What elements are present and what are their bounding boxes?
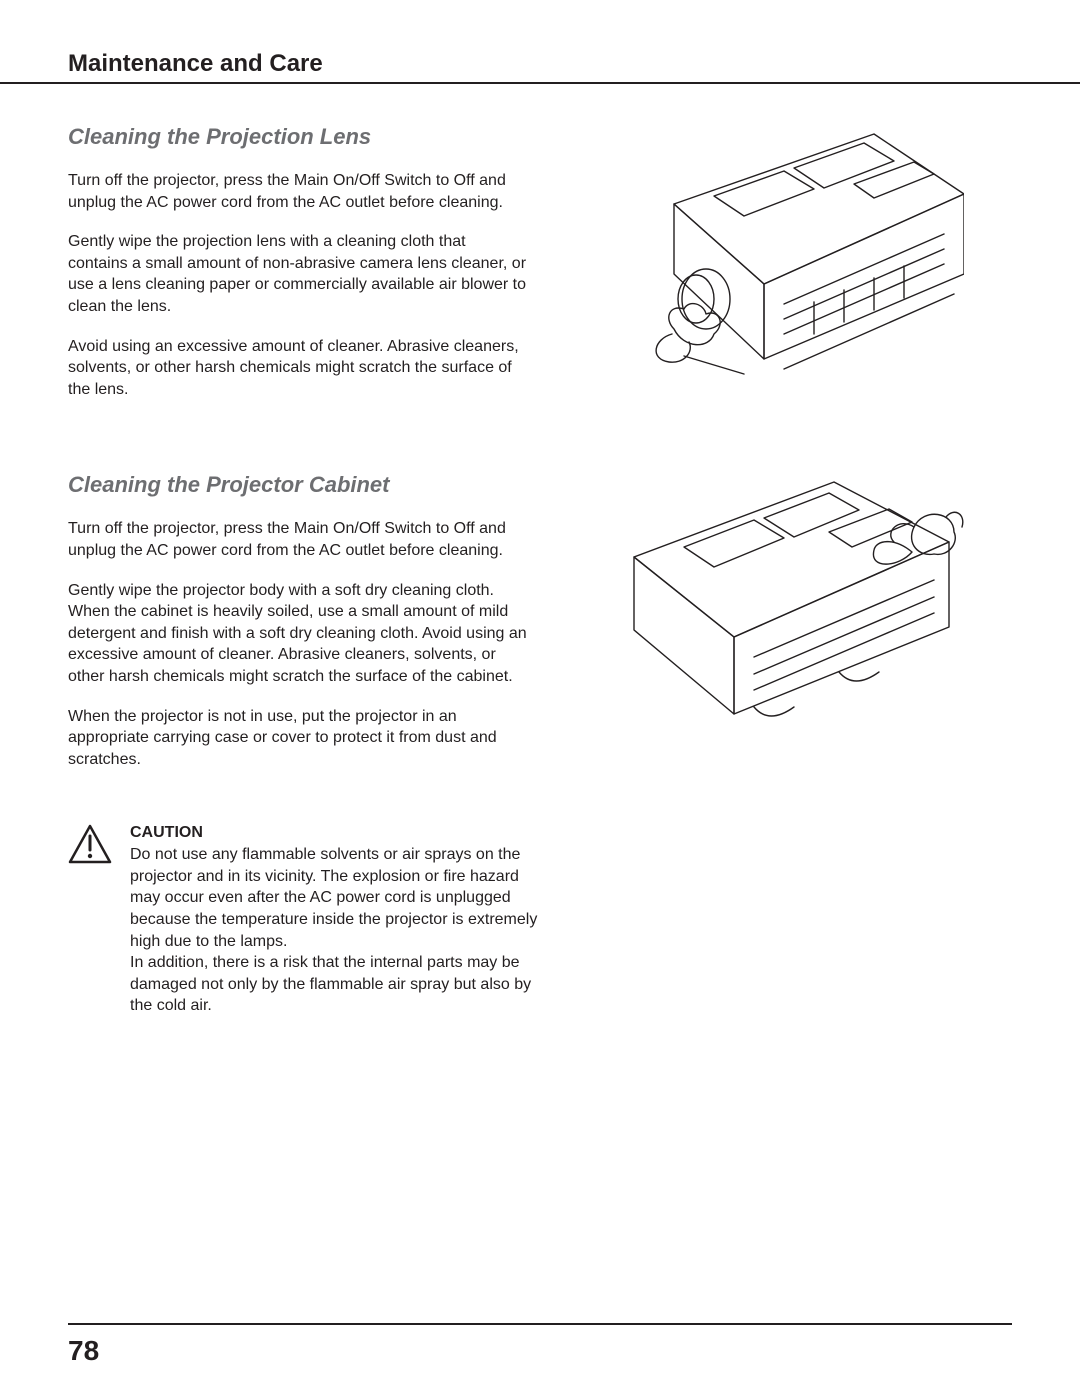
page-number: 78	[68, 1335, 99, 1367]
header-rule	[0, 82, 1080, 84]
caution-heading: CAUTION	[130, 824, 538, 842]
lens-p2: Gently wipe the projection lens with a c…	[68, 231, 528, 317]
caution-block: CAUTION Do not use any flammable solvent…	[68, 824, 538, 1017]
section-cabinet-text: Cleaning the Projector Cabinet Turn off …	[68, 472, 528, 788]
section-lens-text: Cleaning the Projection Lens Turn off th…	[68, 124, 528, 418]
caution-p2: In addition, there is a risk that the in…	[130, 952, 538, 1017]
cabinet-heading: Cleaning the Projector Cabinet	[68, 472, 528, 498]
lens-p3: Avoid using an excessive amount of clean…	[68, 336, 528, 401]
caution-p1: Do not use any flammable solvents or air…	[130, 844, 538, 952]
footer-rule	[68, 1323, 1012, 1325]
caution-text-block: CAUTION Do not use any flammable solvent…	[130, 824, 538, 1017]
section-lens: Cleaning the Projection Lens Turn off th…	[68, 124, 1012, 418]
projector-lens-icon	[614, 124, 964, 384]
lens-heading: Cleaning the Projection Lens	[68, 124, 528, 150]
cabinet-p2: Gently wipe the projector body with a so…	[68, 580, 528, 688]
page: Maintenance and Care Cleaning the Projec…	[0, 0, 1080, 1017]
page-header-title: Maintenance and Care	[68, 50, 1012, 86]
cabinet-p1: Turn off the projector, press the Main O…	[68, 518, 528, 561]
projector-cabinet-icon	[614, 472, 964, 732]
lens-p1: Turn off the projector, press the Main O…	[68, 170, 528, 213]
cabinet-p3: When the projector is not in use, put th…	[68, 706, 528, 771]
caution-triangle-icon	[68, 824, 112, 1017]
cabinet-illustration	[566, 472, 1012, 788]
lens-illustration	[566, 124, 1012, 418]
section-cabinet: Cleaning the Projector Cabinet Turn off …	[68, 472, 1012, 788]
